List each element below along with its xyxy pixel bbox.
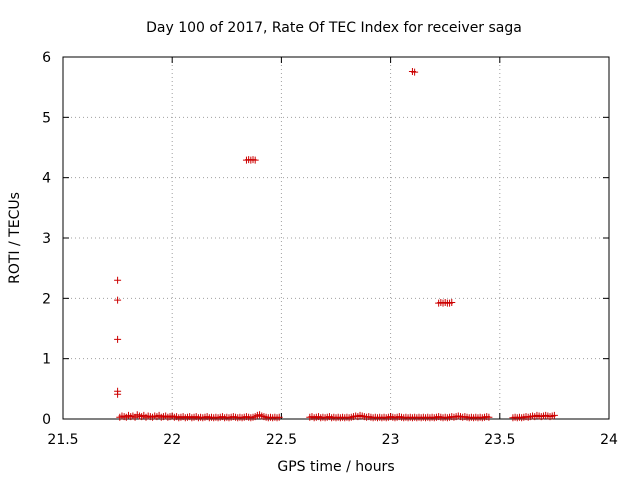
y-axis-label: ROTI / TECUs — [7, 192, 23, 284]
data-point — [485, 413, 493, 421]
y-tick-label: 1 — [42, 352, 51, 368]
y-tick-label: 4 — [42, 171, 51, 187]
x-tick-label: 21.5 — [47, 432, 78, 448]
x-tick-label: 22.5 — [266, 432, 297, 448]
y-tick-label: 0 — [42, 412, 51, 428]
y-axis-ticks: 0 1 2 3 4 5 6 — [42, 50, 609, 428]
data-point — [114, 296, 122, 304]
data-point — [114, 276, 122, 284]
y-tick-label: 3 — [42, 231, 51, 247]
chart-title: Day 100 of 2017, Rate Of TEC Index for r… — [146, 20, 522, 36]
x-axis-label: GPS time / hours — [277, 459, 394, 475]
grid — [63, 57, 609, 419]
x-tick-label: 23.5 — [484, 432, 515, 448]
data-point — [448, 299, 456, 307]
data-point — [251, 156, 259, 164]
y-tick-label: 5 — [42, 110, 51, 126]
data-point — [114, 390, 122, 398]
data-point — [411, 68, 419, 76]
data-point — [114, 335, 122, 343]
x-tick-label: 22 — [163, 432, 181, 448]
data-point — [275, 413, 283, 421]
data-point — [550, 411, 558, 419]
y-tick-label: 6 — [42, 50, 51, 66]
y-tick-label: 2 — [42, 291, 51, 307]
x-tick-label: 23 — [382, 432, 400, 448]
data-points — [114, 67, 558, 422]
x-axis-ticks: 21.5 22 22.5 23 23.5 24 — [47, 57, 618, 448]
x-tick-label: 24 — [600, 432, 618, 448]
